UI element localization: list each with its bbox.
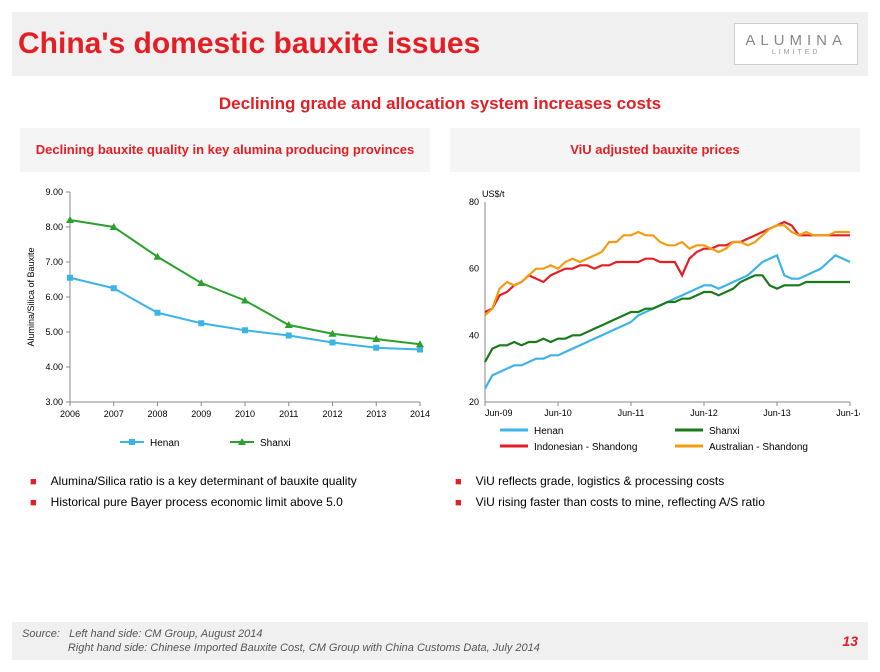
svg-text:Australian - Shandong: Australian - Shandong — [709, 442, 808, 453]
page-title: China's domestic bauxite issues — [18, 27, 480, 61]
svg-text:Indonesian - Shandong: Indonesian - Shandong — [534, 442, 637, 453]
svg-text:80: 80 — [469, 197, 479, 207]
svg-text:Alumina/Silica of Bauxite: Alumina/Silica of Bauxite — [26, 247, 36, 346]
svg-text:Shanxi: Shanxi — [260, 438, 291, 449]
svg-text:Jun-09: Jun-09 — [485, 408, 513, 418]
bullet-item: ■ Historical pure Bayer process economic … — [30, 493, 425, 512]
svg-text:Henan: Henan — [150, 438, 179, 449]
svg-text:2006: 2006 — [60, 409, 80, 419]
bullet-square-icon: ■ — [455, 495, 462, 512]
svg-text:2010: 2010 — [235, 409, 255, 419]
svg-text:2013: 2013 — [366, 409, 386, 419]
page-number: 13 — [842, 633, 858, 649]
svg-text:2014: 2014 — [410, 409, 430, 419]
svg-text:Jun-13: Jun-13 — [763, 408, 791, 418]
bullet-item: ■ ViU reflects grade, logistics & process… — [455, 472, 850, 491]
bullet-text: Alumina/Silica ratio is a key determinan… — [51, 472, 357, 490]
bullets-right: ■ ViU reflects grade, logistics & process… — [455, 472, 850, 513]
svg-text:9.00: 9.00 — [45, 187, 63, 197]
svg-text:40: 40 — [469, 330, 479, 340]
svg-text:4.00: 4.00 — [45, 362, 63, 372]
bullet-text: Historical pure Bayer process economic l… — [51, 493, 343, 511]
right-chart-column: ViU adjusted bauxite prices 20 40 60 80US$/… — [450, 128, 860, 462]
right-chart-title-box: ViU adjusted bauxite prices — [450, 128, 860, 172]
source-left-line: Left hand side: CM Group, August 2014 — [69, 628, 262, 640]
svg-text:Jun-12: Jun-12 — [690, 408, 718, 418]
svg-text:3.00: 3.00 — [45, 397, 63, 407]
left-chart-title-box: Declining bauxite quality in key alumina… — [20, 128, 430, 172]
right-chart: 20 40 60 80US$/t Jun-09 Jun-10 Jun-11 Jun-12 Jun… — [450, 182, 860, 462]
svg-text:Henan: Henan — [534, 426, 563, 437]
bullet-text: ViU rising faster than costs to mine, re… — [476, 493, 765, 511]
left-chart-title: Declining bauxite quality in key alumina… — [36, 142, 415, 159]
source-right-line: Right hand side: Chinese Imported Bauxit… — [68, 642, 540, 654]
svg-text:US$/t: US$/t — [482, 189, 505, 199]
svg-text:2009: 2009 — [191, 409, 211, 419]
svg-text:2012: 2012 — [322, 409, 342, 419]
svg-text:2008: 2008 — [147, 409, 167, 419]
source-text: Source: Left hand side: CM Group, August… — [22, 627, 540, 656]
bullets-row: ■ Alumina/Silica ratio is a key determina… — [0, 462, 880, 513]
svg-text:2007: 2007 — [104, 409, 124, 419]
svg-text:Jun-14: Jun-14 — [836, 408, 860, 418]
svg-text:Jun-11: Jun-11 — [618, 408, 645, 418]
left-chart: 3.00 4.00 5.00 6.00 7.00 8.00 9.00 2006 2007 2008… — [20, 182, 430, 462]
left-chart-column: Declining bauxite quality in key alumina… — [20, 128, 430, 462]
company-logo: ALUMINA LIMITED — [734, 23, 858, 65]
source-label: Source: — [22, 628, 60, 640]
bullets-left: ■ Alumina/Silica ratio is a key determina… — [30, 472, 425, 513]
bullet-text: ViU reflects grade, logistics & processi… — [476, 472, 725, 490]
header-bar: China's domestic bauxite issues ALUMINA … — [12, 12, 868, 76]
logo-main-text: ALUMINA — [745, 32, 847, 49]
svg-text:8.00: 8.00 — [45, 222, 63, 232]
svg-text:60: 60 — [469, 264, 479, 274]
bullet-square-icon: ■ — [30, 474, 37, 491]
svg-text:6.00: 6.00 — [45, 292, 63, 302]
svg-text:Shanxi: Shanxi — [709, 426, 740, 437]
footer-bar: Source: Left hand side: CM Group, August… — [12, 622, 868, 660]
logo-sub-text: LIMITED — [745, 49, 847, 56]
svg-text:5.00: 5.00 — [45, 327, 63, 337]
bullet-item: ■ Alumina/Silica ratio is a key determina… — [30, 472, 425, 491]
right-chart-title: ViU adjusted bauxite prices — [570, 142, 740, 159]
bullet-square-icon: ■ — [455, 474, 462, 491]
svg-text:7.00: 7.00 — [45, 257, 63, 267]
charts-row: Declining bauxite quality in key alumina… — [0, 128, 880, 462]
bullet-item: ■ ViU rising faster than costs to mine, r… — [455, 493, 850, 512]
svg-text:20: 20 — [469, 397, 479, 407]
slide-subtitle: Declining grade and allocation system in… — [0, 94, 880, 114]
svg-text:2011: 2011 — [279, 409, 298, 419]
svg-text:Jun-10: Jun-10 — [544, 408, 572, 418]
bullet-square-icon: ■ — [30, 495, 37, 512]
